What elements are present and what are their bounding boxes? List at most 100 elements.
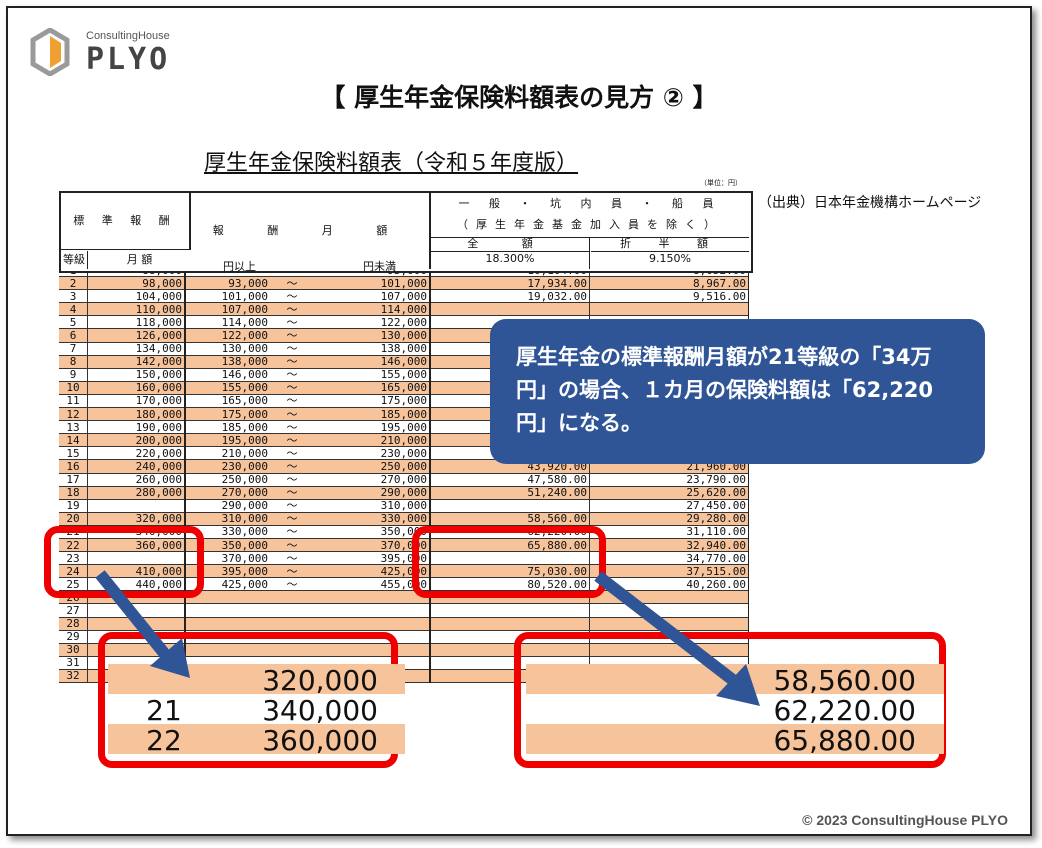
grade-cell: 18 (59, 486, 88, 500)
full-amount-cell: 19,032.00 (430, 289, 590, 304)
table-row: 17 260,000 250,000 ～ 270,000 47,580.00 23,790.… (59, 473, 749, 487)
grade-cell: 19 (59, 499, 88, 513)
upper-bound-cell: 270,000 (314, 473, 431, 487)
header-category-line2: （厚生年金基金加入員を除く） (457, 218, 723, 231)
grade-cell: 28 (59, 617, 88, 631)
slide: ConsultingHouse PLYO 【 厚生年金保険料額表の見方 ② 】 … (6, 6, 1032, 836)
monthly-cell: 150,000 (87, 368, 186, 382)
grade-cell: 23 (59, 551, 88, 566)
monthly-cell: 104,000 (87, 289, 186, 304)
grade-cell: 25 (59, 577, 88, 592)
full-amount-cell (430, 603, 590, 618)
tilde-cell: ～ (270, 499, 314, 513)
grade-cell: 13 (59, 420, 88, 435)
zoom-left: 320,000 21 340,000 22 360,000 (108, 644, 405, 764)
monthly-cell: 110,000 (87, 302, 186, 317)
zoom-fee: 62,220.00 (773, 694, 916, 727)
full-amount-cell: 51,240.00 (430, 486, 590, 500)
grade-cell: 2 (59, 276, 88, 291)
header-standard: 標 準 報 酬 (61, 193, 191, 250)
grade-cell: 12 (59, 407, 88, 422)
lower-bound-cell: 195,000 (185, 433, 270, 448)
monthly-cell: 180,000 (87, 407, 186, 422)
upper-bound-cell: 250,000 (314, 459, 431, 474)
tilde-cell (270, 643, 314, 657)
grade-cell: 17 (59, 473, 88, 487)
full-amount-cell: 75,030.00 (430, 564, 590, 579)
upper-bound-cell (314, 643, 431, 657)
lower-bound-cell: 250,000 (185, 473, 270, 487)
zoom-right-row: 62,220.00 (526, 694, 944, 727)
copyright: © 2023 ConsultingHouse PLYO (802, 812, 1008, 828)
grade-cell: 16 (59, 459, 88, 474)
monthly-cell: 360,000 (87, 538, 186, 553)
upper-bound-cell (314, 617, 431, 631)
lower-bound-cell: 114,000 (185, 315, 270, 330)
half-amount-cell: 32,940.00 (589, 538, 749, 553)
monthly-cell: 200,000 (87, 433, 186, 448)
tilde-cell: ～ (270, 459, 314, 474)
grade-cell: 9 (59, 368, 88, 382)
zoom-grade: 22 (146, 724, 182, 757)
zoom-left-row: 22 360,000 (108, 724, 405, 757)
lower-bound-cell: 122,000 (185, 328, 270, 343)
upper-bound-cell: 350,000 (314, 525, 431, 539)
zoom-value: 360,000 (262, 724, 378, 757)
tilde-cell: ～ (270, 407, 314, 422)
half-amount-cell: 29,280.00 (589, 512, 749, 526)
table-row: 22 360,000 350,000 ～ 370,000 65,880.00 32,940.… (59, 538, 749, 553)
half-amount-cell: 37,515.00 (589, 564, 749, 579)
monthly-cell (87, 499, 186, 513)
upper-bound-cell: 455,000 (314, 577, 431, 592)
table-row: 18 280,000 270,000 ～ 290,000 51,240.00 25,620.… (59, 486, 749, 500)
full-amount-cell (430, 617, 590, 631)
table-title: 厚生年金保険料額表（令和５年度版） (204, 151, 579, 176)
half-amount-cell (589, 643, 749, 657)
half-amount-cell: 8,967.00 (589, 276, 749, 291)
grade-cell: 31 (59, 656, 88, 670)
zoom-right-row: 65,880.00 (526, 724, 944, 757)
lower-bound-cell: 138,000 (185, 355, 270, 369)
upper-bound-cell: 122,000 (314, 315, 431, 330)
tilde-cell: ～ (270, 538, 314, 553)
full-amount-cell: 47,580.00 (430, 473, 590, 487)
tilde-cell: ～ (270, 342, 314, 356)
table-header: 標 準 報 酬 報 酬 月 額 一 般 ・ 坑 内 員 ・ 船 員 （厚生年金基… (59, 191, 753, 273)
lower-bound-cell: 165,000 (185, 394, 270, 409)
monthly-cell: 280,000 (87, 486, 186, 500)
monthly-cell: 142,000 (87, 355, 186, 369)
grade-cell: 27 (59, 603, 88, 618)
tilde-cell: ～ (270, 446, 314, 461)
plyo-hexagon-icon (30, 28, 70, 76)
upper-bound-cell: 165,000 (314, 381, 431, 395)
callout-box: 厚生年金の標準報酬月額が21等級の「34万円」の場合、１カ月の保険料額は「62,… (490, 319, 985, 464)
zoom-left-row: 320,000 (108, 664, 405, 697)
highlight-fee-box (412, 526, 606, 598)
full-amount-cell (430, 643, 590, 657)
monthly-cell: 126,000 (87, 328, 186, 343)
grade-cell: 29 (59, 630, 88, 644)
lower-bound-cell: 175,000 (185, 407, 270, 422)
lower-bound-cell: 425,000 (185, 577, 270, 592)
lower-bound-cell: 330,000 (185, 525, 270, 539)
logo-wordmark: PLYO (86, 42, 171, 77)
upper-bound-cell: 330,000 (314, 512, 431, 526)
arrow-right-icon (594, 571, 760, 706)
lower-bound-cell (185, 603, 270, 618)
full-amount-cell: 65,880.00 (430, 538, 590, 553)
range-above: 円以上 (223, 260, 256, 273)
monthly-cell: 240,000 (87, 459, 186, 474)
upper-bound-cell (314, 590, 431, 605)
grade-cell: 24 (59, 564, 88, 579)
table-row: 3 104,000 101,000 ～ 107,000 19,032.00 9,516.00 (59, 289, 749, 304)
tilde-cell: ～ (270, 564, 314, 579)
tilde-cell: ～ (270, 577, 314, 592)
header-half-label: 折 半 額 (620, 237, 720, 250)
upper-bound-cell: 101,000 (314, 276, 431, 291)
half-amount-cell: 25,620.00 (589, 486, 749, 500)
lower-bound-cell: 350,000 (185, 538, 270, 553)
header-category: 一 般 ・ 坑 内 員 ・ 船 員 （厚生年金基金加入員を除く） (431, 193, 749, 238)
tilde-cell: ～ (270, 289, 314, 304)
header-grade: 等級 (61, 251, 88, 269)
grade-cell: 32 (59, 669, 88, 684)
